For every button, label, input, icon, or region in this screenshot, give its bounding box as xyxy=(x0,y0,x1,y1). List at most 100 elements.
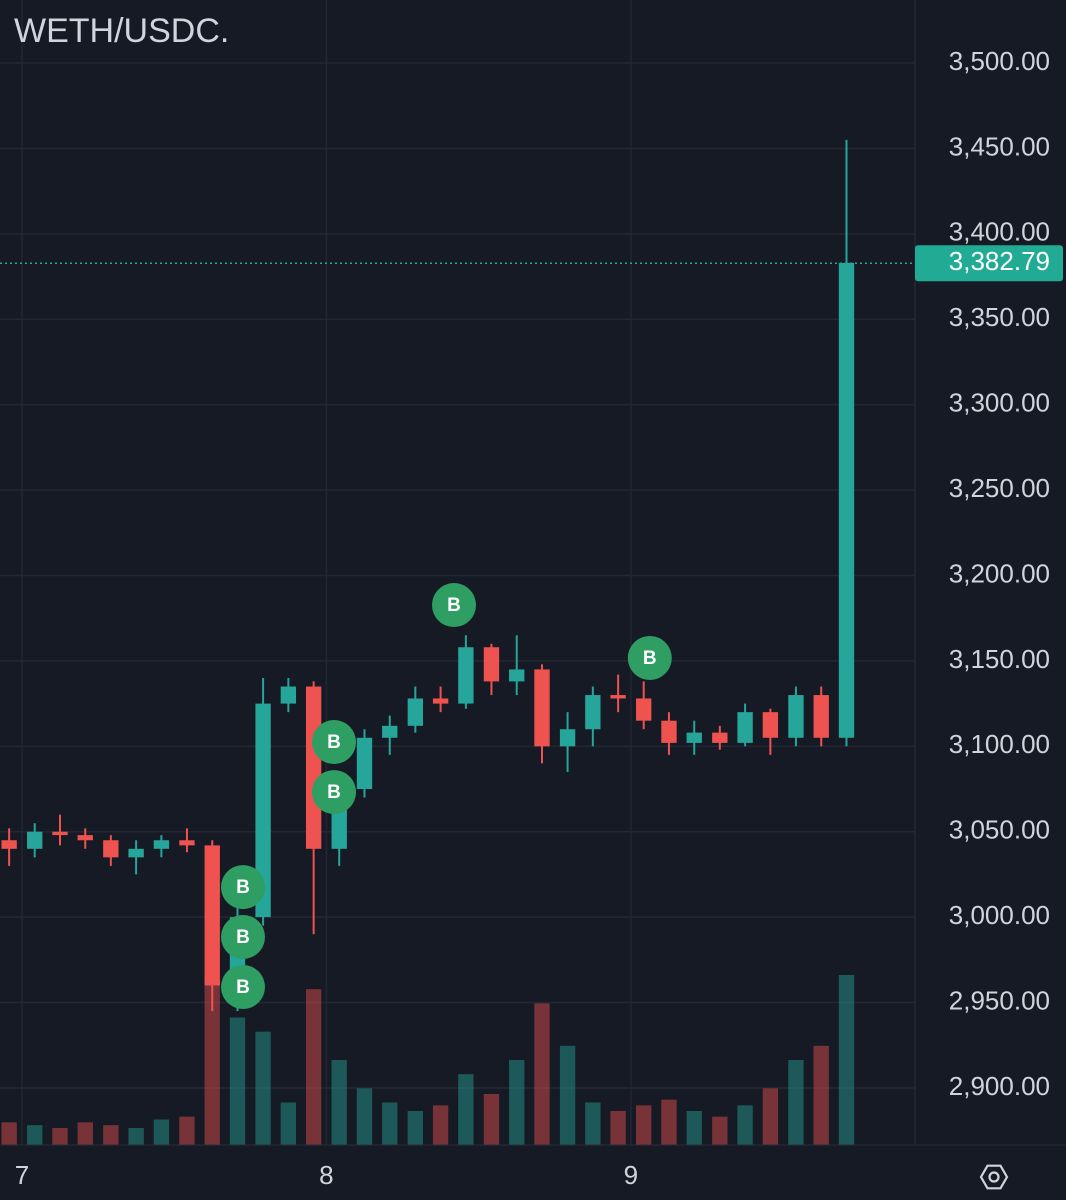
candle-body xyxy=(610,695,626,699)
candle-body xyxy=(483,647,500,682)
volume-bar xyxy=(255,1031,271,1145)
candle-body xyxy=(636,698,652,721)
candle-body xyxy=(712,732,728,743)
candle-body xyxy=(255,703,271,918)
candle-body xyxy=(509,669,525,682)
volume-bar xyxy=(483,1094,500,1145)
buy-marker xyxy=(220,964,265,1009)
buy-marker xyxy=(312,770,357,815)
candle-body xyxy=(1,840,17,849)
volume-bar xyxy=(128,1128,144,1145)
buy-marker xyxy=(627,635,672,680)
y-tick-label: 3,300.00 xyxy=(949,388,1050,418)
volume-bar xyxy=(331,1060,347,1145)
x-tick-label: 9 xyxy=(624,1160,638,1190)
volume-bar xyxy=(458,1074,474,1145)
buy-marker-label: B xyxy=(327,732,341,753)
volume-bar xyxy=(737,1105,753,1145)
y-tick-label: 3,450.00 xyxy=(949,131,1050,161)
settings-center xyxy=(988,1171,1000,1183)
volume-bar xyxy=(686,1111,702,1145)
volume-bar xyxy=(179,1116,195,1145)
volume-bar xyxy=(610,1111,626,1145)
candle-body xyxy=(179,840,195,846)
candle-body xyxy=(534,669,550,747)
candle-body xyxy=(128,848,144,858)
y-tick-label: 3,000.00 xyxy=(949,900,1050,930)
candle-body xyxy=(52,831,68,836)
settings-hexagon xyxy=(979,1164,1009,1190)
candle-body xyxy=(27,831,43,849)
last-price-label: 3,382.79 xyxy=(949,246,1050,276)
volume-bar xyxy=(52,1128,68,1145)
volume-bar xyxy=(204,975,220,1145)
candle-body xyxy=(356,737,373,790)
volume-bar xyxy=(636,1105,652,1145)
candle-body xyxy=(458,647,474,704)
volume-bar xyxy=(762,1088,779,1145)
candle-body xyxy=(813,695,829,738)
volume-bar xyxy=(305,989,322,1145)
y-tick-label: 3,500.00 xyxy=(949,46,1050,76)
candle-body xyxy=(280,686,297,704)
y-tick-label: 3,100.00 xyxy=(949,729,1050,759)
x-tick-label: 8 xyxy=(319,1160,333,1190)
buy-marker xyxy=(312,720,357,765)
volume-bar xyxy=(382,1102,398,1145)
candle-body xyxy=(204,845,220,986)
y-tick-label: 2,950.00 xyxy=(949,985,1050,1015)
overlay-layer: B B B B B B B xyxy=(0,262,915,1009)
volume-bar xyxy=(509,1060,525,1145)
volume-bar xyxy=(585,1102,601,1145)
buy-marker-label: B xyxy=(447,595,461,616)
candle-body xyxy=(153,840,170,849)
volume-bar xyxy=(229,1017,246,1145)
buy-marker xyxy=(220,865,265,910)
candle-body xyxy=(103,840,119,858)
volume-bar xyxy=(356,1088,373,1145)
buy-marker-label: B xyxy=(643,648,657,669)
candle-body xyxy=(382,725,398,738)
buy-marker-label: B xyxy=(236,977,250,998)
candle-body xyxy=(305,686,322,849)
volume-bar xyxy=(27,1125,43,1145)
candle-body xyxy=(585,695,601,730)
y-tick-label: 3,250.00 xyxy=(949,473,1050,503)
y-tick-label: 3,400.00 xyxy=(949,217,1050,247)
candle-body xyxy=(407,698,424,726)
candle-body xyxy=(762,712,779,738)
last-price-tag xyxy=(915,245,1063,282)
candle-layer xyxy=(1,139,855,1012)
volume-bar xyxy=(813,1045,829,1145)
volume-bar xyxy=(153,1119,170,1145)
volume-bar xyxy=(407,1111,424,1145)
buy-marker-label: B xyxy=(236,927,250,948)
volume-bar xyxy=(661,1099,677,1145)
candle-body xyxy=(788,695,804,738)
settings-icon[interactable] xyxy=(979,1164,1009,1190)
chart-title: WETH/USDC. xyxy=(14,12,229,50)
volume-bar xyxy=(77,1122,93,1145)
candle-body xyxy=(432,698,449,704)
buy-marker xyxy=(220,914,265,959)
candle-body xyxy=(559,729,576,747)
candle-body xyxy=(661,720,677,743)
volume-bar xyxy=(432,1105,449,1145)
y-tick-label: 2,900.00 xyxy=(949,1071,1050,1101)
volume-bar xyxy=(712,1116,728,1145)
grid xyxy=(0,0,915,1145)
volume-bar xyxy=(280,1102,297,1145)
volume-bar xyxy=(103,1125,119,1145)
volume-bar xyxy=(838,975,855,1145)
volume-bar xyxy=(534,1003,550,1145)
candle-body xyxy=(686,732,702,743)
volume-layer xyxy=(1,975,855,1145)
volume-bar xyxy=(788,1060,804,1145)
candle-body xyxy=(737,712,753,743)
volume-bar xyxy=(559,1045,576,1145)
candle-body xyxy=(77,835,93,841)
x-tick-label: 7 xyxy=(15,1160,29,1190)
